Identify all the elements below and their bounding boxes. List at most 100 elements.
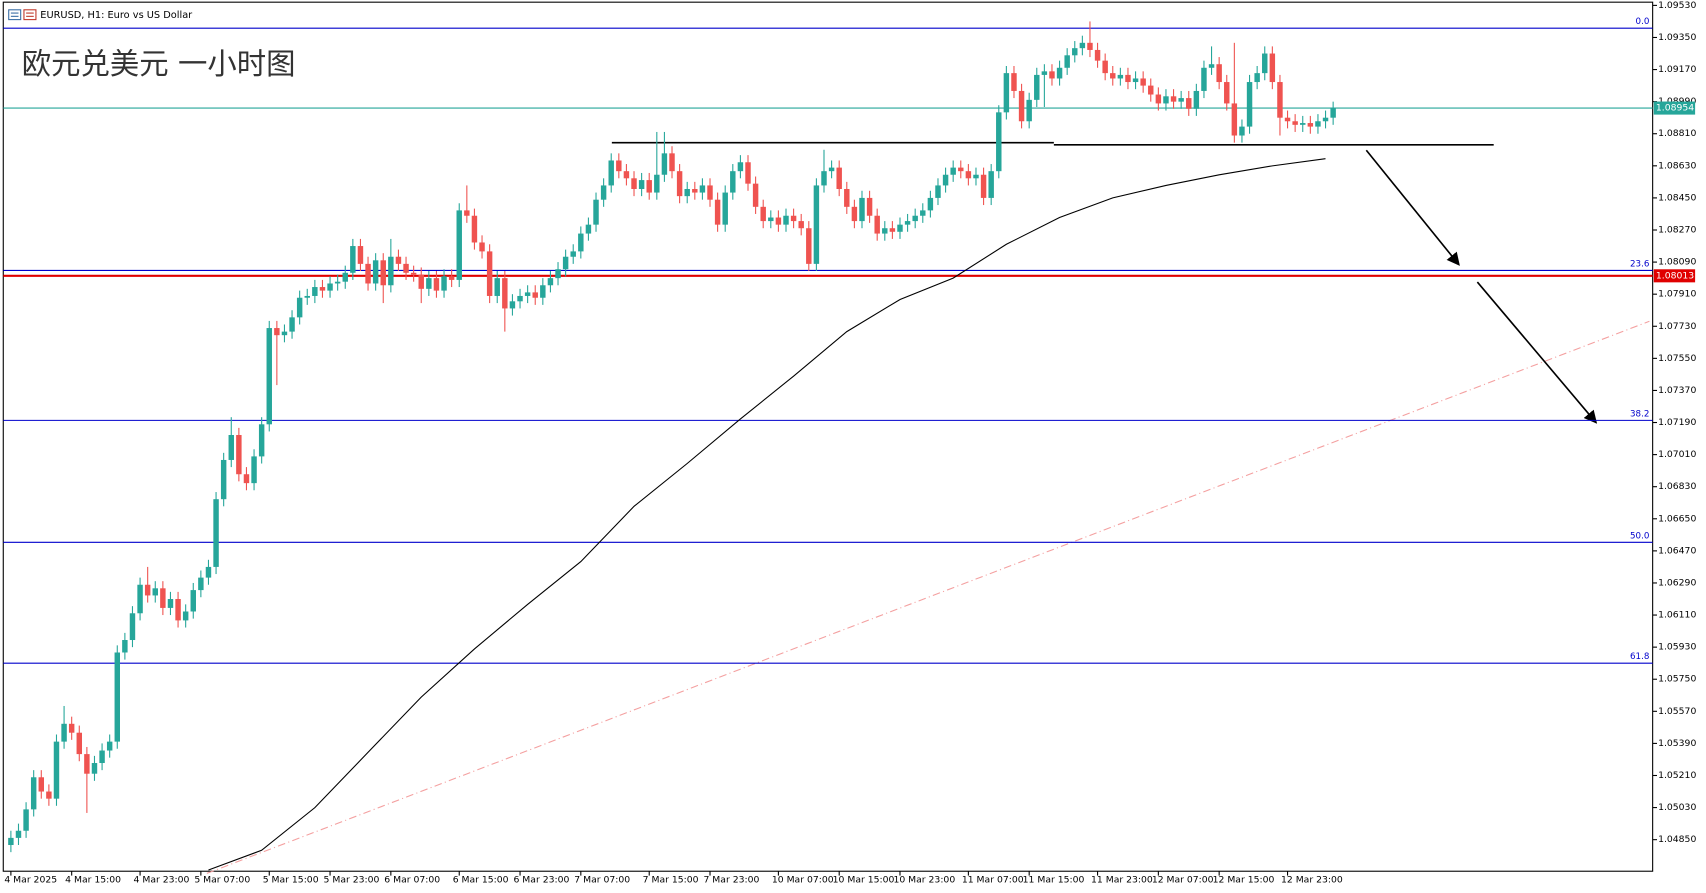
candle-body (433, 278, 440, 291)
candle-body (631, 178, 637, 189)
y-tick-label: 1.08810 (1658, 128, 1696, 139)
y-tick-label: 1.06650 (1658, 513, 1696, 524)
candle-body (1322, 117, 1329, 122)
candle-body (707, 185, 713, 200)
x-tick-label: 7 Mar 07:00 (574, 874, 630, 885)
candle-body (1300, 123, 1306, 125)
y-tick-label: 1.06110 (1658, 610, 1696, 621)
fib-label: 50.0 (1630, 531, 1649, 541)
x-tick-label: 5 Mar 23:00 (324, 874, 380, 885)
candle-body (289, 317, 295, 332)
candle-body (357, 246, 364, 264)
candle-body (661, 153, 668, 175)
candle-body (996, 112, 1002, 172)
candle-body (745, 162, 751, 184)
candle-body (540, 285, 546, 298)
candle-body (167, 599, 174, 608)
candle-body (859, 197, 865, 222)
candle-body (380, 260, 386, 286)
candle-body (213, 499, 219, 567)
x-tick-label: 5 Mar 15:00 (263, 874, 319, 885)
annotation: 欧元兑美元 一小时图 (22, 47, 296, 81)
candle-body (30, 777, 37, 810)
candle-body (99, 750, 105, 764)
candle-body (760, 206, 766, 222)
price-tag (1653, 269, 1696, 283)
candle-body (866, 197, 873, 216)
candle-body (669, 153, 675, 172)
price-tag-label: 1.08954 (1656, 103, 1694, 114)
y-tick-label: 1.07550 (1658, 353, 1696, 364)
candle-body (730, 171, 736, 193)
candle-body (1079, 42, 1086, 49)
y-tick-label: 1.09170 (1658, 64, 1696, 75)
candle-body (798, 221, 804, 229)
candle-body (494, 278, 500, 296)
candle-body (616, 160, 622, 172)
x-tick-label: 6 Mar 23:00 (513, 874, 569, 885)
candle-body (942, 174, 949, 186)
x-tick-label: 6 Mar 15:00 (453, 874, 509, 885)
fib-label: 0.0 (1636, 17, 1650, 27)
candle-body (137, 584, 143, 614)
candle-body (1231, 103, 1238, 136)
candle-body (973, 174, 979, 179)
y-tick-label: 1.07730 (1658, 321, 1696, 332)
x-tick-label: 10 Mar 07:00 (772, 874, 834, 885)
candle-body (585, 224, 592, 234)
candle-body (334, 281, 341, 284)
y-tick-label: 1.06830 (1658, 481, 1696, 492)
candle-body (927, 197, 934, 211)
candle-body (1117, 74, 1124, 79)
candle-body (464, 210, 470, 216)
candle-body (813, 185, 820, 264)
trend-line (206, 320, 1650, 874)
candle-body (1163, 96, 1169, 104)
candle-body (821, 171, 827, 186)
candle-body (76, 732, 83, 755)
candle-body (418, 274, 424, 289)
y-tick-label: 1.07910 (1658, 289, 1696, 300)
candle-body (1277, 82, 1283, 118)
candle-body (1140, 78, 1146, 86)
candle-body (388, 256, 394, 286)
candle-body (1315, 121, 1321, 127)
candle-body (8, 837, 14, 846)
y-tick-label: 1.04850 (1658, 834, 1696, 845)
candle-body (122, 640, 128, 653)
candle-body (950, 167, 956, 175)
candle-body (1041, 71, 1048, 75)
y-tick-label: 1.05930 (1658, 642, 1696, 653)
chart-icon (8, 9, 37, 21)
y-tick-label: 1.05210 (1658, 770, 1696, 781)
candle-body (775, 217, 782, 225)
x-tick-label: 4 Mar 23:00 (134, 874, 190, 885)
arrow (1476, 281, 1598, 424)
candle-body (737, 162, 744, 172)
candle-body (175, 599, 181, 621)
candle-body (342, 272, 348, 282)
candle-body (646, 180, 652, 193)
candle-body (1284, 117, 1291, 122)
candle-body (965, 171, 972, 179)
candle-body (372, 260, 379, 284)
y-tick-label: 1.07370 (1658, 385, 1696, 396)
candle-body (684, 188, 690, 197)
candle-body (236, 435, 242, 475)
candle-body (91, 763, 98, 774)
candle-body (1224, 82, 1230, 104)
price-tag-label: 1.08013 (1656, 270, 1694, 281)
x-tick-label: 12 Mar 23:00 (1281, 874, 1343, 885)
candle-body (312, 287, 318, 296)
candle-body (61, 723, 67, 742)
candle-body (274, 328, 280, 336)
candle-body (53, 741, 60, 799)
candle-body (456, 210, 462, 280)
y-tick-label: 1.08270 (1658, 224, 1696, 235)
candle-body (46, 791, 52, 799)
candle-body (904, 221, 911, 225)
candle-body (38, 777, 45, 792)
y-tick-label: 1.08450 (1658, 192, 1696, 203)
candle-body (1034, 74, 1040, 100)
candle-body (1262, 53, 1268, 74)
